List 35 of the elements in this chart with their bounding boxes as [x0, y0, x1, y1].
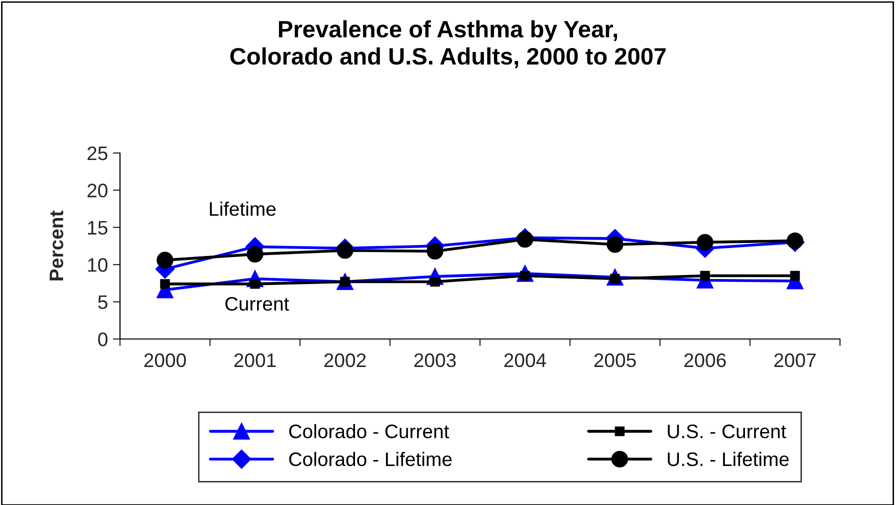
x-tick-label: 2002 — [324, 353, 366, 368]
point — [696, 234, 714, 251]
y-tick-label: 10 — [88, 258, 108, 272]
annotation: Current — [225, 296, 290, 311]
legend-label: Colorado - Lifetime — [289, 452, 452, 466]
point — [606, 236, 624, 253]
x-tick-label: 2007 — [774, 353, 816, 368]
point — [430, 276, 440, 287]
point — [516, 230, 534, 248]
annotation: Lifetime — [210, 202, 276, 216]
chart-title: Prevalence of Asthma by Year, Colorado and U.S. Adults, 2000 to 2007 — [230, 20, 666, 68]
y-tick-label: 20 — [88, 184, 108, 198]
point — [786, 232, 804, 250]
x-tick-label: 2006 — [684, 353, 726, 368]
y-tick-label: 5 — [98, 295, 108, 310]
x-tick-label: 2000 — [144, 353, 186, 368]
point — [156, 252, 174, 268]
point — [250, 279, 260, 289]
point — [700, 270, 710, 281]
legend-label: Colorado - Current — [289, 424, 450, 438]
x-tick-label: 2005 — [594, 353, 636, 368]
y-tick-label: 15 — [88, 221, 108, 235]
point — [246, 246, 264, 263]
y-tick-label: 0 — [98, 332, 108, 346]
y-tick-label: 25 — [88, 146, 108, 160]
legend-label: U.S. - Current — [668, 424, 786, 438]
legend-label: U.S. - Lifetime — [668, 452, 789, 466]
point — [336, 242, 354, 259]
x-tick-label: 2001 — [234, 353, 276, 368]
x-tick-label: 2004 — [504, 353, 546, 368]
point — [160, 279, 170, 289]
point — [790, 270, 800, 281]
x-tick-label: 2003 — [414, 353, 456, 368]
point — [426, 242, 444, 260]
y-axis-title: Percent — [50, 210, 64, 280]
